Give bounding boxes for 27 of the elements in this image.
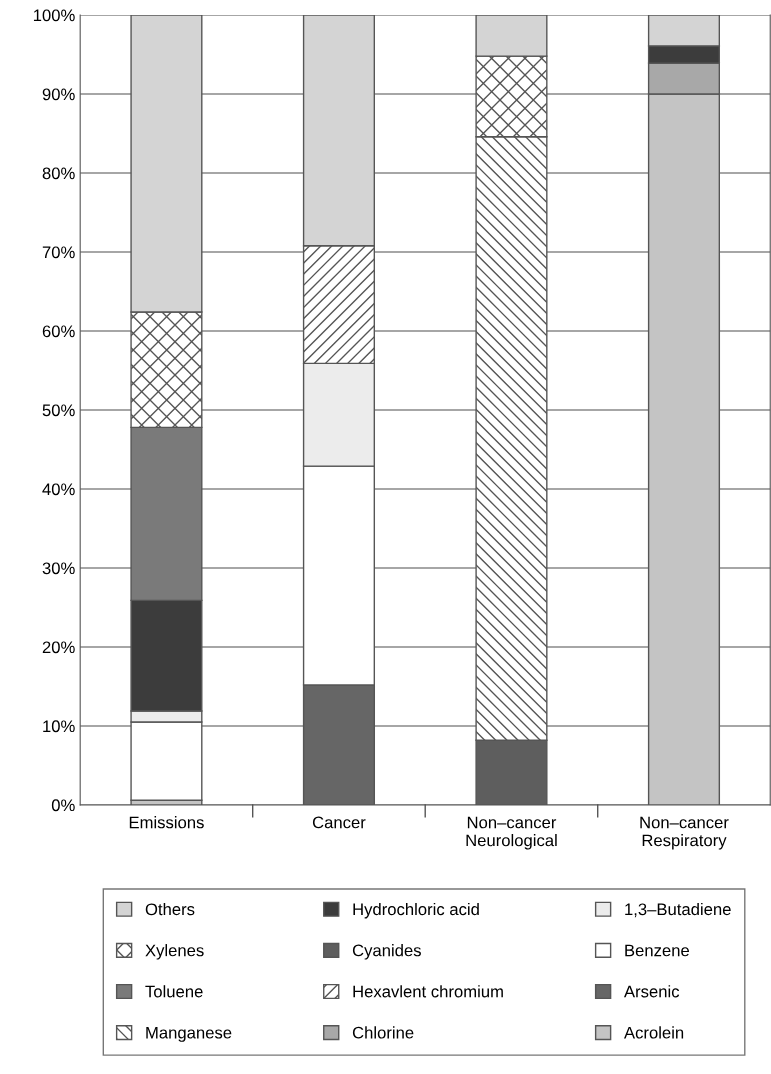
y-tick-label: 20%	[42, 641, 75, 654]
y-tick-label: 100%	[33, 9, 75, 22]
y-tick-label: 50%	[42, 404, 75, 417]
y-tick-label: 0%	[51, 799, 75, 812]
y-tick-label: 80%	[42, 167, 75, 180]
x-tick-label: Non–cancer Respiratory	[640, 816, 729, 850]
legend-label: Others	[145, 902, 195, 916]
legend-label: Cyanides	[352, 944, 421, 960]
y-tick-label: 10%	[43, 720, 75, 733]
y-tick-label: 30%	[42, 562, 75, 575]
x-tick-label: Cancer	[312, 816, 366, 829]
legend-label: Xylenes	[145, 944, 204, 960]
legend-label: Acrolein	[624, 1026, 684, 1039]
y-tick-label: 70%	[42, 246, 75, 259]
x-tick-label: Emissions	[129, 816, 204, 829]
legend-label: Hydrochloric acid	[353, 902, 479, 919]
legend-label: Benzene	[625, 944, 690, 957]
y-tick-label: 90%	[42, 88, 75, 101]
x-tick-label: Non–cancer Neurological	[466, 816, 557, 850]
y-tick-label: 40%	[42, 483, 75, 496]
legend-label: Toluene	[145, 985, 203, 998]
legend-label: Chlorine	[352, 1026, 414, 1039]
legend-label: Manganese	[146, 1026, 232, 1042]
legend-label: 1,3–Butadiene	[625, 902, 731, 918]
y-tick-label: 60%	[42, 325, 75, 338]
legend-label: Arsenic	[624, 985, 680, 998]
legend-label: Hexavlent chromium	[353, 985, 503, 998]
